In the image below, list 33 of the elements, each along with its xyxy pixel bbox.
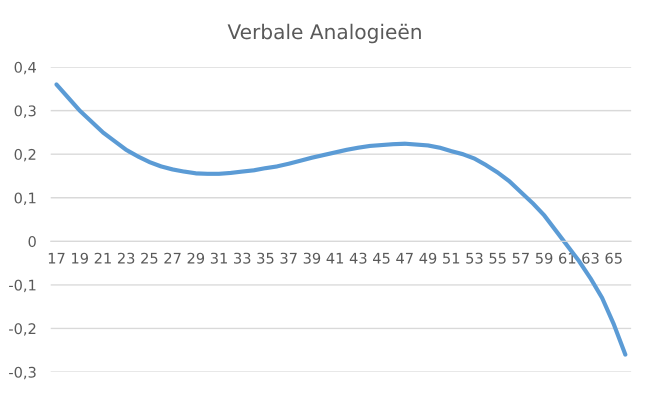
x-tick-label: 63 — [582, 252, 599, 264]
x-tick-label: 21 — [94, 252, 111, 264]
x-tick-label: 65 — [605, 252, 622, 264]
x-tick-label: 17 — [48, 252, 65, 264]
y-tick-label: 0 — [28, 236, 36, 248]
y-tick-label: 0,3 — [14, 105, 36, 118]
x-tick-label: 45 — [372, 252, 390, 264]
y-tick-label: -0,1 — [9, 280, 36, 292]
y-tick-label: -0,3 — [9, 366, 36, 380]
x-tick-label: 47 — [396, 252, 413, 264]
x-tick-label: 53 — [466, 252, 483, 264]
y-tick-label: -0,2 — [9, 323, 36, 336]
x-tick-label: 25 — [141, 252, 158, 264]
y-tick-label: 0,2 — [14, 148, 36, 162]
x-tick-label: 27 — [164, 252, 181, 264]
y-tick-label: 0,1 — [14, 192, 36, 205]
x-tick-label: 29 — [188, 252, 204, 264]
x-tick-label: 43 — [350, 252, 366, 264]
x-tick-label: 23 — [118, 252, 134, 264]
x-tick-label: 19 — [72, 252, 88, 264]
x-tick-label: 57 — [512, 252, 529, 264]
y-tick-label: 0,4 — [14, 62, 36, 74]
x-tick-label: 59 — [536, 252, 552, 264]
x-tick-label: 41 — [326, 252, 344, 264]
x-tick-label: 55 — [489, 252, 506, 264]
x-tick-label: 37 — [280, 252, 297, 264]
x-tick-label: 31 — [210, 252, 227, 264]
x-tick-label: 35 — [257, 252, 274, 264]
x-tick-label: 39 — [304, 252, 320, 264]
x-tick-label: 33 — [234, 252, 250, 264]
chart-title: Verbale Analogieën — [228, 24, 421, 44]
x-tick-label: 51 — [443, 252, 460, 264]
x-tick-label: 49 — [419, 252, 436, 264]
